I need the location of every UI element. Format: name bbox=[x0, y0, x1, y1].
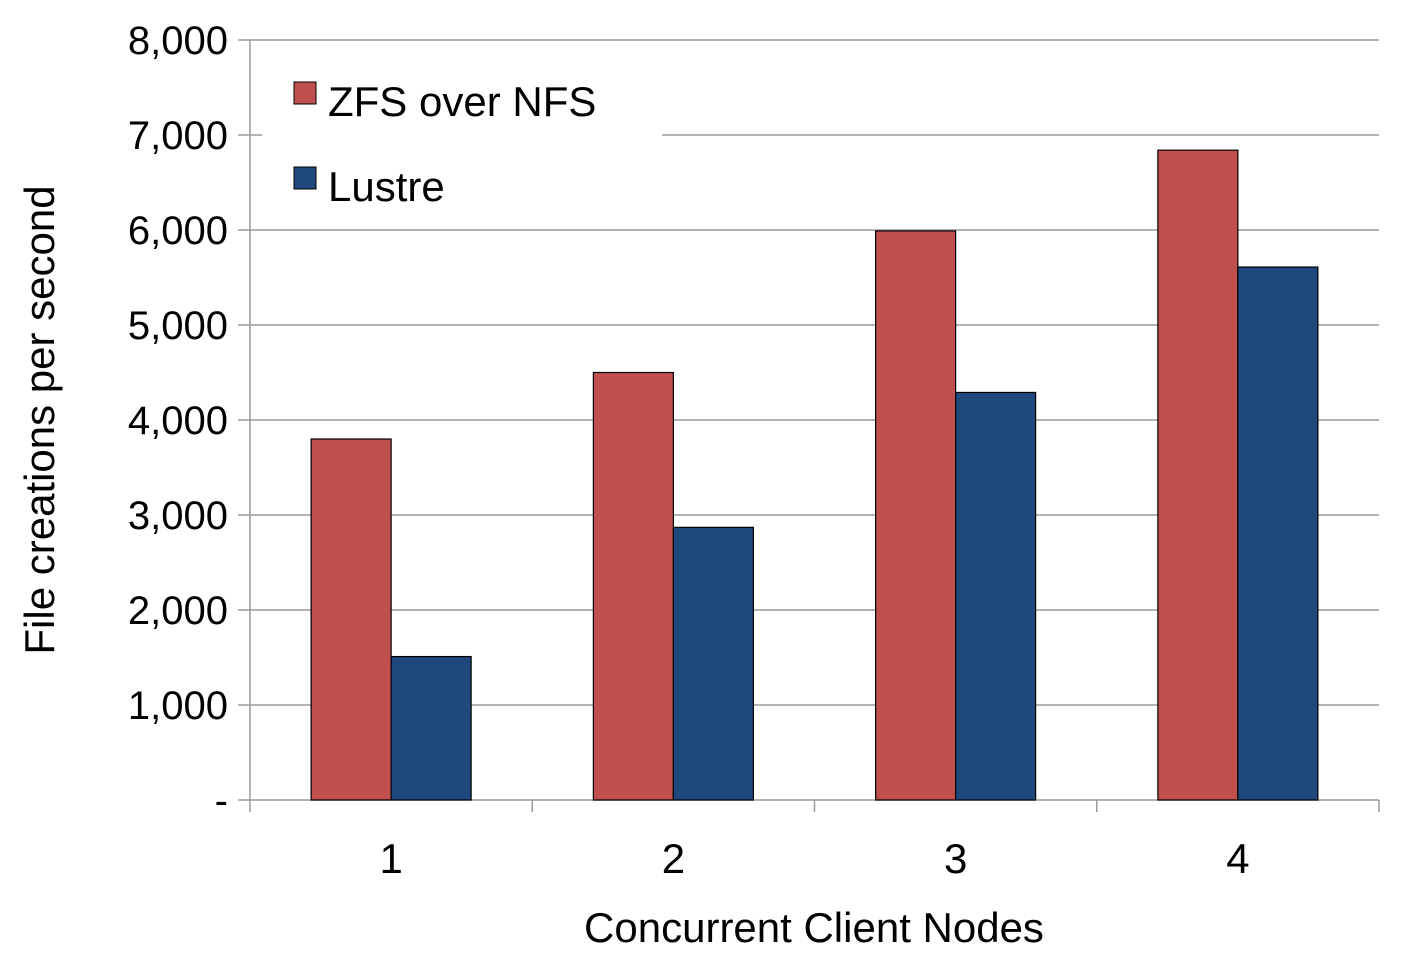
bar-lustre-4 bbox=[1237, 266, 1319, 801]
y-axis-title: File creations per second bbox=[16, 185, 63, 654]
x-axis-title: Concurrent Client Nodes bbox=[584, 904, 1044, 951]
legend-label: Lustre bbox=[328, 163, 445, 210]
bar-lustre-1 bbox=[390, 655, 472, 801]
y-tick-label: 8,000 bbox=[128, 19, 228, 63]
legend: ZFS over NFS Lustre bbox=[262, 48, 662, 223]
bar-zfs-3 bbox=[875, 230, 957, 801]
bar-lustre-3 bbox=[955, 391, 1037, 801]
y-tick-label: 4,000 bbox=[128, 399, 228, 443]
y-tick-label: 6,000 bbox=[128, 209, 228, 253]
bar-lustre-2 bbox=[672, 526, 754, 801]
y-tick-label: 3,000 bbox=[128, 494, 228, 538]
bars bbox=[310, 149, 1319, 801]
x-tick-labels: 1 2 3 4 bbox=[379, 835, 1249, 882]
bar-zfs-1 bbox=[310, 438, 392, 801]
x-tick-label: 1 bbox=[379, 835, 402, 882]
x-tick-label: 3 bbox=[944, 835, 967, 882]
legend-background bbox=[262, 48, 662, 223]
legend-swatch bbox=[293, 166, 317, 190]
y-tick-label: 1,000 bbox=[128, 684, 228, 728]
y-tick-label: 5,000 bbox=[128, 304, 228, 348]
y-tick-label: 7,000 bbox=[128, 114, 228, 158]
y-tick-label: - bbox=[215, 779, 228, 823]
y-tick-labels: - 1,000 2,000 3,000 4,000 5,000 6,000 7,000 8,00… bbox=[128, 19, 228, 823]
bar-zfs-2 bbox=[592, 371, 674, 801]
y-tick-label: 2,000 bbox=[128, 589, 228, 633]
legend-label: ZFS over NFS bbox=[328, 78, 596, 125]
x-tick-label: 4 bbox=[1226, 835, 1249, 882]
legend-swatch bbox=[293, 81, 317, 105]
x-tick-label: 2 bbox=[662, 835, 685, 882]
bar-zfs-4 bbox=[1157, 149, 1239, 801]
